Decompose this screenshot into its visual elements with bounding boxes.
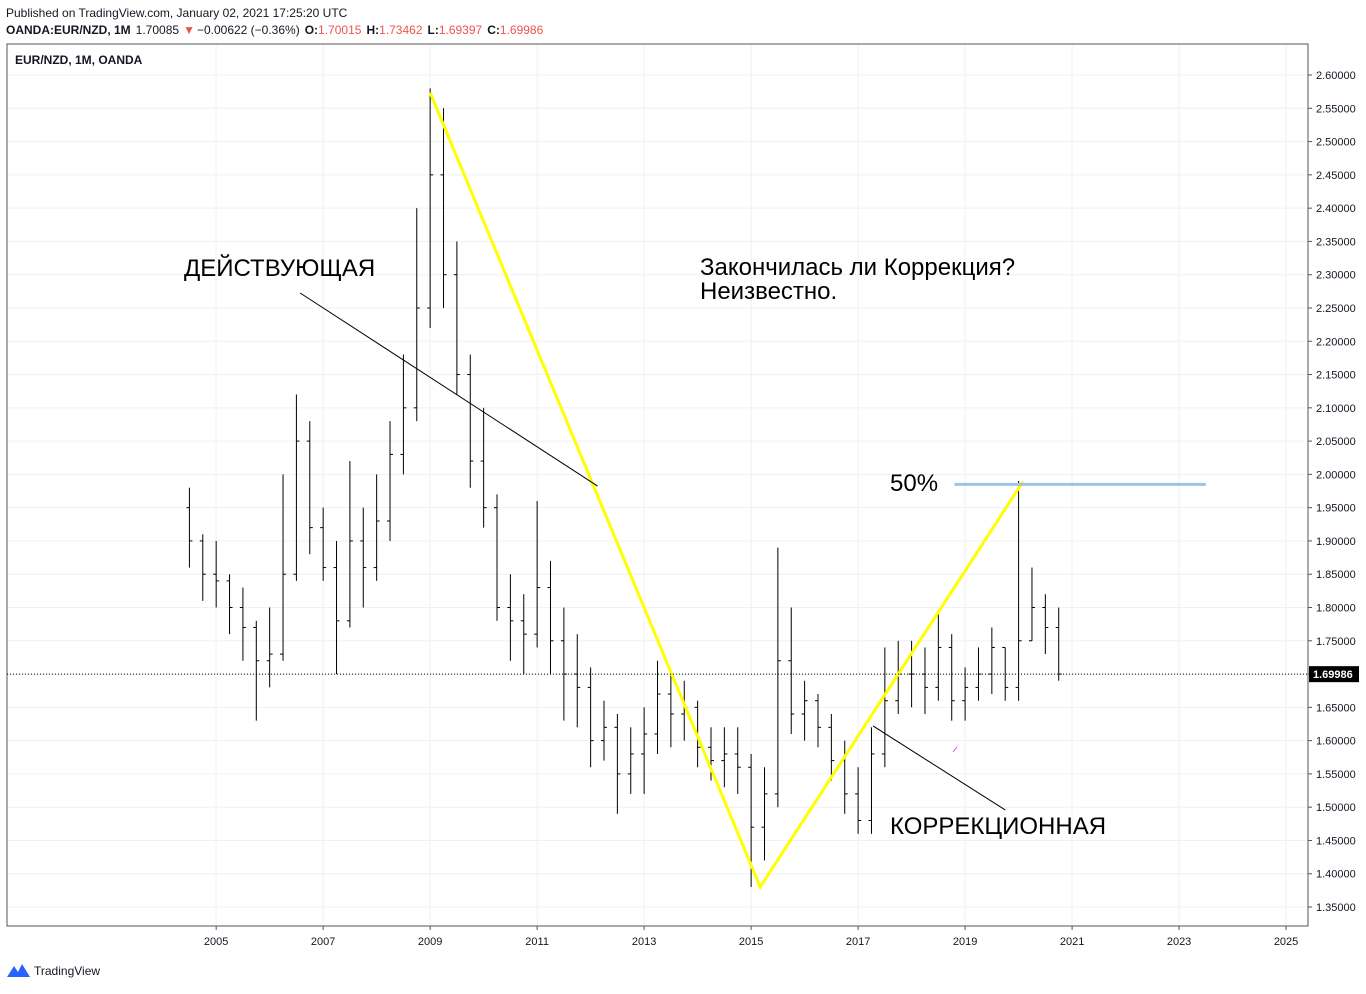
y-tick-label: 2.15000 [1316,370,1356,382]
legend: EUR/NZD, 1M, OANDA [15,53,143,67]
chart-frame [6,43,1309,927]
grid [7,44,1308,926]
x-tick-label: 2015 [739,936,763,948]
annotation: Неизвестно. [700,278,837,305]
x-tick-label: 2019 [953,936,977,948]
plot [7,88,1308,891]
y-tick-label: 2.05000 [1316,436,1356,448]
x-tick-label: 2009 [418,936,442,948]
trend-line [428,92,1025,891]
trend-line [872,725,1006,811]
logo: TradingView [7,964,100,978]
y-tick-label: 1.95000 [1316,503,1356,515]
h-value: 1.73462 [379,23,423,37]
y-tick-label: 2.25000 [1316,303,1356,315]
arrow: ▼ [183,23,195,37]
annotation: 50% [890,470,938,497]
y-tick-label: 2.50000 [1316,137,1356,149]
x-tick-label: 2011 [525,936,549,948]
last-price-box [1309,666,1359,683]
stray-mark [952,746,958,753]
y-tick-label: 1.35000 [1316,902,1356,914]
y-tick-label: 1.80000 [1316,603,1356,615]
y-tick-label: 1.85000 [1316,569,1356,581]
symbol: OANDA:EUR/NZD, 1M [6,23,131,37]
h-label: H: [366,23,379,37]
y-tick-label: 2.45000 [1316,170,1356,182]
y-tick-label: 2.60000 [1316,70,1356,82]
o-label: O: [305,23,318,37]
l-value: 1.69397 [439,23,483,37]
x-tick-label: 2007 [311,936,335,948]
y-tick-label: 2.40000 [1316,203,1356,215]
annotation: КОРРЕКЦИОННАЯ [890,813,1106,840]
y-tick-label: 1.60000 [1316,736,1356,748]
x-tick-label: 2017 [846,936,870,948]
y-tick-label: 1.90000 [1316,536,1356,548]
x-tick-label: 2025 [1274,936,1298,948]
y-tick-label: 1.75000 [1316,636,1356,648]
o-value: 1.70015 [318,23,362,37]
x-tick-label: 2023 [1167,936,1191,948]
change: −0.00622 (−0.36%) [197,23,300,37]
logo-icon [7,964,30,977]
y-tick-label: 1.50000 [1316,802,1356,814]
trend-line [299,292,598,487]
c-label: C: [487,23,500,37]
y-tick-label: 2.10000 [1316,403,1356,415]
published: Published on TradingView.com, January 02… [6,6,348,20]
x-tick-label: 2005 [204,936,228,948]
brand: TradingView [34,964,100,978]
y-tick-label: 2.20000 [1316,336,1356,348]
x-tick-label: 2013 [632,936,656,948]
y-tick-label: 2.00000 [1316,469,1356,481]
c-value: 1.69986 [500,23,544,37]
l-label: L: [428,23,439,37]
y-tick-label: 1.45000 [1316,835,1356,847]
x-tick-label: 2021 [1060,936,1084,948]
y-tick-label: 2.35000 [1316,236,1356,248]
y-tick-label: 2.30000 [1316,270,1356,282]
price: 1.70085 [136,23,180,37]
annotation: ДЕЙСТВУЮЩАЯ [184,254,375,282]
last-price-label: 1.69986 [1313,669,1353,681]
y-tick-label: 1.55000 [1316,769,1356,781]
y-tick-label: 1.65000 [1316,702,1356,714]
y-tick-label: 2.55000 [1316,103,1356,115]
header-line: OANDA:EUR/NZD, 1M 1.70085 ▼ −0.00622 (−0.36… [6,23,544,37]
y-tick-label: 1.40000 [1316,869,1356,881]
annotation: Закончилась ли Коррекция? [700,254,1015,281]
